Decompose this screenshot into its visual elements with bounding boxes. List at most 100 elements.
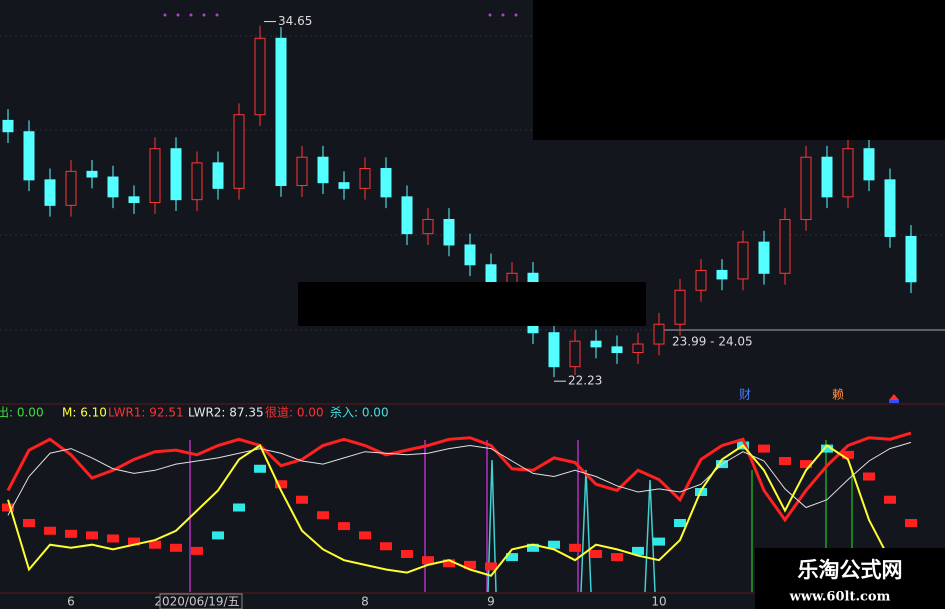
indicator-block	[212, 531, 224, 540]
watermark-url: www.60lt.com	[789, 590, 891, 605]
candle-body	[674, 289, 686, 325]
indicator-block	[170, 543, 182, 552]
indicator-block	[821, 444, 833, 453]
x-tick-label: 10	[651, 595, 666, 609]
indicator-block	[296, 495, 308, 504]
candle-body	[737, 241, 749, 280]
candle-body	[548, 332, 560, 368]
candle-body	[254, 37, 266, 116]
icon-label: 赖	[832, 388, 844, 402]
candle-body	[821, 156, 833, 198]
indicator-label: 出: 0.00	[0, 406, 44, 420]
candle-body	[863, 148, 875, 181]
indicator-block	[401, 550, 413, 558]
x-tick-label: 9	[487, 595, 495, 609]
candle-body	[338, 182, 350, 189]
candle-body	[107, 176, 119, 198]
indicator-block	[842, 450, 854, 459]
indicator-block	[2, 503, 14, 512]
indicator-block	[485, 562, 497, 571]
indicator-block	[107, 534, 119, 543]
candle-body	[422, 218, 434, 235]
candle-body	[44, 179, 56, 206]
candle-body	[905, 235, 917, 283]
watermark-box	[755, 548, 945, 609]
date-box	[159, 593, 243, 609]
indicator-label: LWR2: 87.35	[188, 406, 264, 420]
candle-body	[191, 162, 203, 201]
indicator-block	[674, 519, 686, 527]
indicator-block	[275, 480, 287, 489]
indicator-line	[7, 444, 912, 582]
indicator-block	[779, 457, 791, 465]
candle-body	[86, 170, 98, 178]
indicator-line	[7, 441, 912, 516]
x-tick-label: 2020/06/19/五	[154, 595, 239, 609]
marker-icon	[889, 394, 899, 400]
candle-body	[443, 218, 455, 246]
candles: 34.65 22.23 23.99 - 24.05 财 赖	[2, 14, 917, 402]
candle-body	[464, 244, 476, 266]
candle-body	[779, 218, 791, 274]
candle-body	[695, 269, 707, 291]
watermark-title: 乐淘公式网	[798, 558, 903, 582]
indicator-block	[590, 550, 602, 558]
candle-body	[65, 170, 77, 206]
indicator-block	[149, 540, 161, 549]
indicator-block	[653, 537, 665, 546]
candle-body	[296, 156, 308, 187]
indicator-block	[338, 522, 350, 531]
candle-body	[23, 131, 35, 181]
indicator-block	[527, 543, 539, 552]
candle-body	[128, 196, 140, 204]
candle-body	[170, 148, 182, 201]
icon-label: 财	[739, 388, 751, 402]
candle-body	[275, 37, 287, 187]
candle-body	[380, 168, 392, 198]
candle-body	[590, 340, 602, 348]
indicator-block	[65, 529, 77, 538]
candle-body	[632, 343, 644, 354]
indicator-block	[44, 526, 56, 535]
indicator-block	[191, 546, 203, 555]
indicator-block	[758, 444, 770, 453]
low-label: 22.23	[568, 374, 602, 388]
candle-body	[233, 114, 245, 189]
indicator: 出: 0.00 M: 6.10 LWR1: 92.51 LWR2: 87.35 很道: …	[0, 405, 917, 609]
indicator-block	[632, 546, 644, 555]
candle-body	[212, 162, 224, 189]
candle-body	[2, 119, 14, 133]
indicator-block	[569, 543, 581, 552]
indicator-block	[128, 537, 140, 546]
candle-body	[611, 346, 623, 354]
candle-body	[149, 148, 161, 204]
indicator-label: M: 6.10	[62, 406, 107, 420]
indicator-line	[6, 431, 912, 523]
redaction	[533, 0, 945, 140]
indicator-block	[800, 460, 812, 469]
indicator-block	[233, 503, 245, 512]
candle-body	[842, 148, 854, 198]
candle-body	[317, 156, 329, 184]
x-tick-label: 8	[361, 595, 369, 609]
indicator-block	[884, 495, 896, 504]
range-label: 23.99 - 24.05	[672, 335, 753, 349]
top-dots	[163, 13, 518, 17]
indicator-block	[464, 560, 476, 569]
x-tick-label: 6	[67, 595, 75, 609]
indicator-block	[443, 559, 455, 568]
indicator-block	[254, 464, 266, 473]
candle-body	[716, 269, 728, 280]
candle-body	[569, 340, 581, 368]
candle-body	[800, 156, 812, 220]
indicator-label: 杀入: 0.00	[330, 405, 389, 420]
candle-body	[758, 241, 770, 274]
candle-body	[653, 323, 665, 345]
candle-body	[884, 179, 896, 237]
indicator-block	[611, 553, 623, 562]
candle-body	[401, 196, 413, 235]
candle-body	[359, 168, 371, 189]
indicator-block	[380, 542, 392, 551]
high-label: 34.65	[278, 14, 312, 28]
